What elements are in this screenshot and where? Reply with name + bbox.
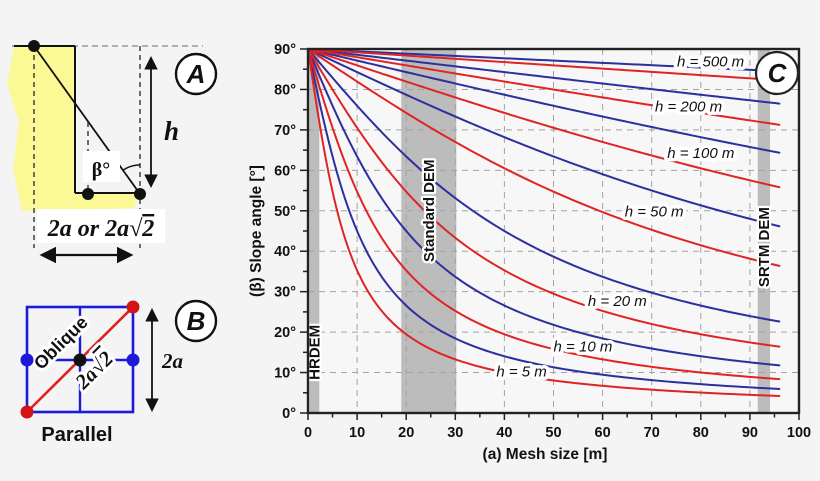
curve-oblique-h200 [308,48,781,126]
y-tick-label-60: 60° [274,163,296,179]
panel-c-badge: C [768,58,788,88]
plot-frame [306,47,801,415]
height-label: h [164,116,179,146]
curve-parallel-h10 [308,52,781,367]
band-srtm-dem [757,49,771,413]
x-tick-label-10: 10 [349,425,365,441]
y-tick-label-50: 50° [274,204,296,220]
panel-b-badge: B [187,306,206,336]
panel-c-badge-circle [754,50,800,96]
vertex-dot-bottom-mid [82,188,94,200]
slope-angle-chart: HRDEM Standard DEM SRTM DEM h = 5 m h = 10 … [248,42,811,463]
curve-parallel-h100 [308,48,781,154]
base-label: 2a or 2a√2 [47,216,155,242]
x-axis-title: (a) Mesh size [m] [483,446,608,463]
curve-label-h-200-m: h = 200 m [655,98,722,115]
curve-oblique-h100 [308,48,781,189]
x-tick-label-70: 70 [644,425,660,441]
curve-label-h-10-m: h = 10 m [554,339,613,356]
x-tick-label-0: 0 [304,425,312,441]
panel-b-mesh-diagram: Oblique 2a√2 2a B Parallel [20,299,218,446]
oblique-node-dot-top [126,300,140,314]
band-label-srtm-dem: SRTM DEM [756,207,773,287]
axis-tick-labels: 0 10 20 30 40 50 60 70 80 90 100 0° 10° 20° 30° 40° 50° 6… [274,42,811,441]
band-hrdem [309,49,320,413]
x-tick-label-100: 100 [787,425,811,441]
slope-hypotenuse [33,45,141,195]
curve-oblique-h10 [308,53,781,381]
x-tick-label-20: 20 [398,425,414,441]
y-tick-label-80: 80° [274,82,296,98]
y-tick-label-10: 10° [274,366,296,382]
curve-parallel-h20 [308,50,781,323]
panel-a-badge-circle [174,52,218,96]
curve-oblique-h20 [308,50,781,348]
parallel-node-dot-right [126,353,140,367]
base-label-bg [37,209,165,243]
curve-parallel-h50 [308,48,781,228]
curve-parallel-h5 [308,56,781,390]
gridlines [308,49,799,413]
curve-label-h-20-m: h = 20 m [588,293,647,310]
angle-label: β° [92,159,111,181]
x-tick-label-50: 50 [545,425,561,441]
y-tick-label-90: 90° [274,42,296,58]
curve-oblique-h500 [308,48,781,82]
x-tick-label-80: 80 [693,425,709,441]
band-label-standard-dem: Standard DEM [421,160,438,263]
curve-label-h-50-m: h = 50 m [625,204,684,221]
diagonal-length-label: 2a√2 [70,346,119,394]
x-tick-label-90: 90 [742,425,758,441]
y-tick-label-20: 20° [274,325,296,341]
diagrams-panel: β° h A 2a or 2a√2 Oblique 2a√2 [7,40,218,446]
angle-label-bg [83,151,120,182]
y-tick-label-0: 0° [282,406,296,422]
axis-ticks [300,48,800,420]
curves [308,48,781,397]
y-tick-label-70: 70° [274,123,296,139]
vertex-dot-bottom-right [134,188,146,200]
side-length-label: 2a [161,349,183,373]
curve-label-h-100-m: h = 100 m [667,145,734,162]
curve-label-h-500-m: h = 500 m [677,54,744,71]
band-label-hrdem: HRDEM [306,325,323,380]
terrain-polygon [7,46,140,211]
y-axis-title: (β) Slope angle [°] [248,165,265,297]
oblique-node-dot-bottom [20,405,34,419]
parallel-label: Parallel [41,424,112,446]
y-tick-label-30: 30° [274,285,296,301]
curve-label-h-5-m: h = 5 m [496,364,546,381]
y-tick-label-40: 40° [274,244,296,260]
curve-labels: h = 5 m h = 10 m h = 20 m h = 50 m h = 100 m… [493,50,748,384]
angle-arc [122,164,141,172]
center-node-dot [73,353,87,367]
dem-band-labels: HRDEM Standard DEM SRTM DEM [304,157,775,382]
curve-oblique-h5 [308,59,781,397]
panel-a-badge: A [186,59,206,89]
x-tick-label-40: 40 [496,425,512,441]
x-tick-label-60: 60 [595,425,611,441]
panel-b-badge-circle [174,299,218,343]
x-tick-label-30: 30 [447,425,463,441]
parallel-node-dot-left [20,353,34,367]
vertex-dot-top [28,40,40,52]
panel-a-slope-diagram: β° h A 2a or 2a√2 [7,40,218,264]
curve-oblique-h50 [308,49,781,267]
